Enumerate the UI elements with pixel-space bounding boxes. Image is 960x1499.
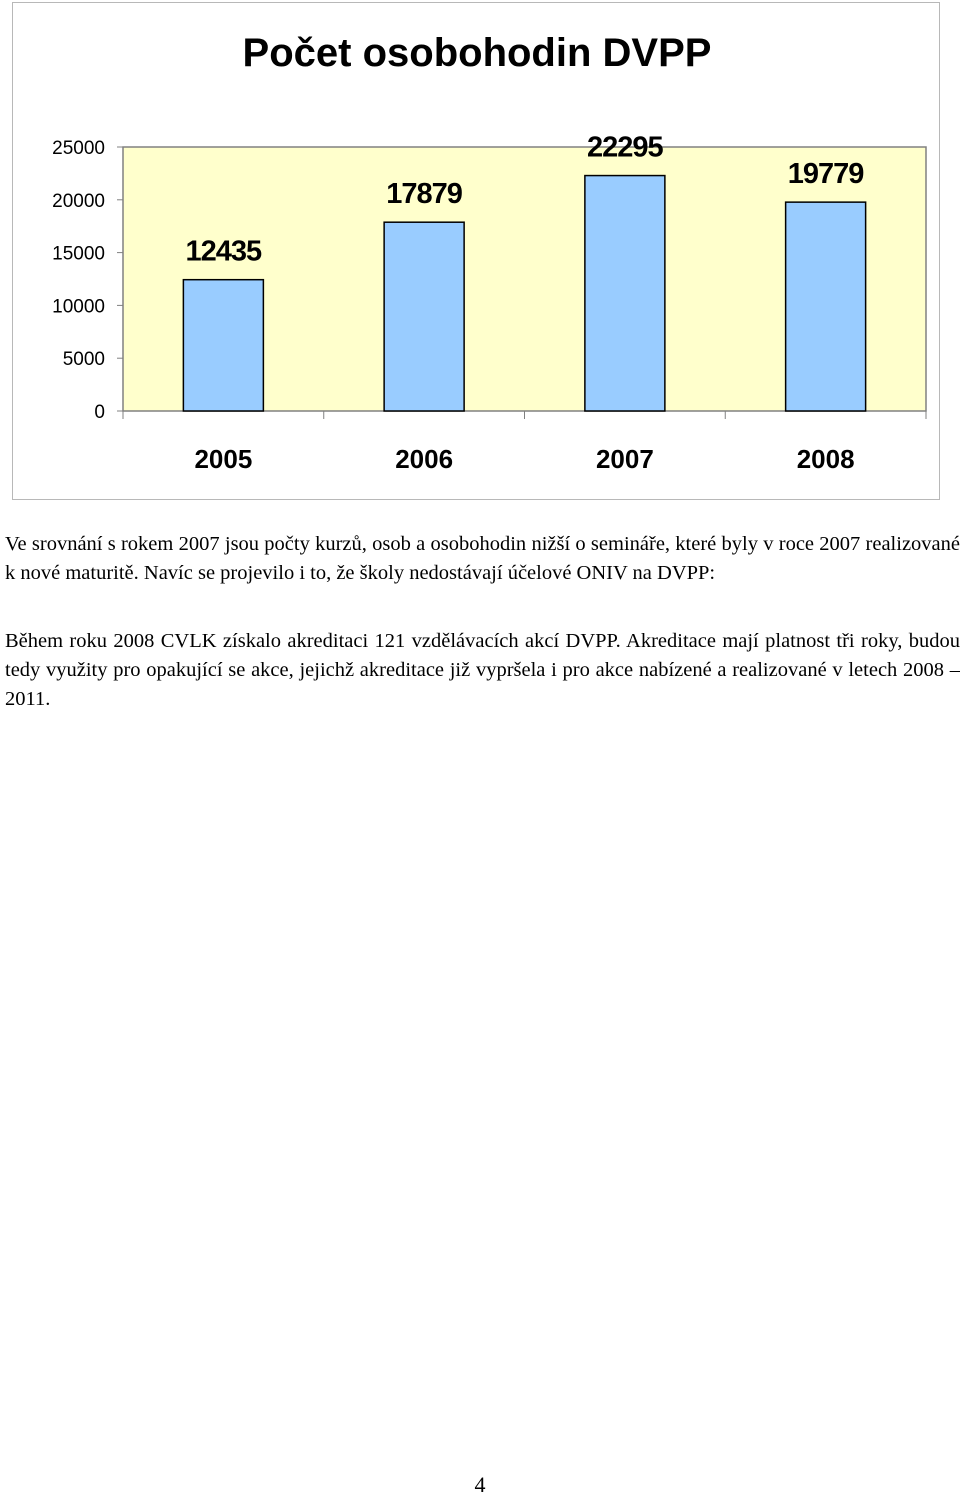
bar-2005 [182, 278, 265, 412]
x-category-label: 2005 [194, 444, 252, 474]
y-tick-label: 10000 [52, 296, 105, 317]
y-tick-label: 5000 [63, 349, 105, 370]
page-number: 4 [474, 1472, 486, 1497]
bar-chart: Počet osobohodin DVPP 0 5000 10000 15000 200… [52, 31, 927, 474]
x-category-label: 2008 [797, 444, 855, 474]
bar-2008 [784, 201, 867, 412]
bar-series [182, 174, 867, 412]
y-tick-label: 15000 [52, 244, 105, 265]
chart-container: Počet osobohodin DVPP 0 5000 10000 15000 200… [12, 2, 940, 500]
bar-2006 [383, 221, 465, 412]
x-category-label: 2006 [395, 444, 453, 474]
bar-2007 [584, 174, 666, 412]
chart-title: Počet osobohodin DVPP [243, 31, 712, 75]
paragraph-accreditation: Během roku 2008 CVLK získalo akreditaci … [5, 630, 960, 710]
x-axis: 2005 2006 2007 2008 [122, 411, 927, 474]
data-labels: 12435 17879 22295 19779 [186, 132, 866, 268]
y-tick-label: 0 [94, 402, 105, 423]
data-label-2007: 22295 [587, 132, 664, 164]
y-axis: 0 5000 10000 15000 20000 25000 [52, 138, 123, 423]
paragraph-comparison: Ve srovnání s rokem 2007 jsou počty kurz… [5, 533, 960, 584]
y-tick-label: 20000 [52, 191, 105, 212]
data-label-2008: 19779 [788, 158, 865, 190]
x-category-label: 2007 [596, 444, 654, 474]
data-label-2005: 12435 [186, 236, 263, 268]
y-tick-label: 25000 [52, 138, 105, 159]
data-label-2006: 17879 [386, 178, 463, 210]
